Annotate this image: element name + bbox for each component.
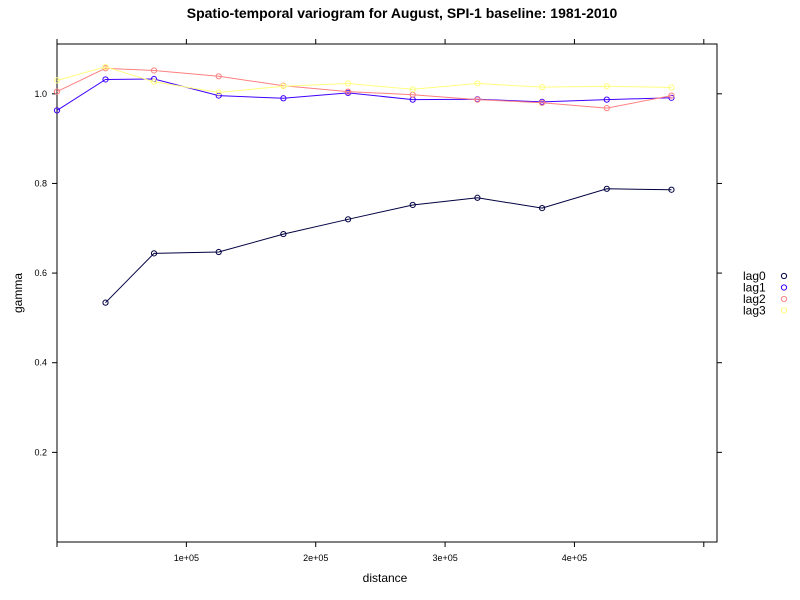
data-point-lag3 xyxy=(409,86,416,93)
data-point-lag1 xyxy=(102,76,109,83)
x-axis-label: distance xyxy=(363,571,408,585)
chart-title: Spatio-temporal variogram for August, SP… xyxy=(187,5,618,21)
data-point-lag0 xyxy=(280,230,287,238)
data-point-lag2 xyxy=(474,96,481,103)
data-point-lag0 xyxy=(344,216,352,223)
legend-marker-lag2 xyxy=(780,295,788,303)
series-line-lag3 xyxy=(56,66,672,94)
data-point-lag2 xyxy=(539,99,546,106)
legend-marker-lag1 xyxy=(780,284,788,291)
data-point-lag0 xyxy=(474,194,481,201)
data-point-lag1 xyxy=(280,95,287,102)
data-point-lag3 xyxy=(102,63,109,71)
x-tick-label: 3e+05 xyxy=(432,553,457,563)
data-point-lag0 xyxy=(539,204,546,212)
data-point-lag2 xyxy=(668,92,675,99)
series-line-lag2 xyxy=(56,67,672,109)
series-line-lag0 xyxy=(105,188,672,304)
x-tick-label: 4e+05 xyxy=(562,553,587,563)
legend-label-lag2: lag2 xyxy=(743,292,766,306)
series-lag0 xyxy=(102,185,675,306)
series-layer xyxy=(53,63,675,306)
plot-frame xyxy=(56,43,718,543)
data-point-lag0 xyxy=(668,186,675,193)
legend-label-lag1: lag1 xyxy=(743,281,766,295)
data-point-lag1 xyxy=(603,96,610,103)
data-point-lag3 xyxy=(539,83,546,91)
axis-ticks: 1e+05 2e+05 3e+05 4e+05 0.2 0.4 0.6 0.8 1.0 xyxy=(34,39,722,563)
data-point-lag3 xyxy=(603,83,610,90)
legend-label-lag3: lag3 xyxy=(743,304,766,318)
data-point-lag3 xyxy=(474,80,481,87)
series-lag1 xyxy=(53,75,675,114)
data-point-lag0 xyxy=(603,185,610,192)
legend-marker-lag0 xyxy=(780,272,788,280)
data-point-lag1 xyxy=(668,94,675,101)
data-point-lag2 xyxy=(150,67,158,74)
data-point-lag3 xyxy=(280,83,287,90)
y-tick-label: 0.8 xyxy=(34,178,47,188)
y-tick-label: 0.4 xyxy=(34,358,47,368)
data-point-lag2 xyxy=(215,73,222,80)
legend-label-lag0: lag0 xyxy=(743,269,766,283)
x-tick-label: 2e+05 xyxy=(303,553,328,563)
series-line-lag1 xyxy=(56,78,672,111)
data-point-lag3 xyxy=(215,89,222,96)
x-tick-label: 1e+05 xyxy=(174,553,199,563)
data-point-lag0 xyxy=(409,201,416,209)
data-point-lag3 xyxy=(668,84,675,91)
data-point-lag2 xyxy=(53,88,61,95)
data-point-lag3 xyxy=(150,78,158,85)
data-point-lag2 xyxy=(603,105,610,112)
y-tick-label: 0.6 xyxy=(34,268,47,278)
y-tick-label: 1.0 xyxy=(34,89,47,99)
data-point-lag0 xyxy=(150,250,158,257)
data-point-lag0 xyxy=(102,299,109,306)
y-axis-label: gamma xyxy=(11,273,25,313)
data-point-lag1 xyxy=(53,107,61,114)
y-tick-label: 0.2 xyxy=(34,447,47,457)
data-point-lag0 xyxy=(215,248,222,256)
data-point-lag3 xyxy=(344,80,352,87)
series-lag2 xyxy=(53,65,675,112)
series-lag3 xyxy=(53,63,675,96)
data-point-lag2 xyxy=(344,88,352,95)
data-point-lag3 xyxy=(53,77,61,84)
legend-marker-lag3 xyxy=(780,307,788,314)
